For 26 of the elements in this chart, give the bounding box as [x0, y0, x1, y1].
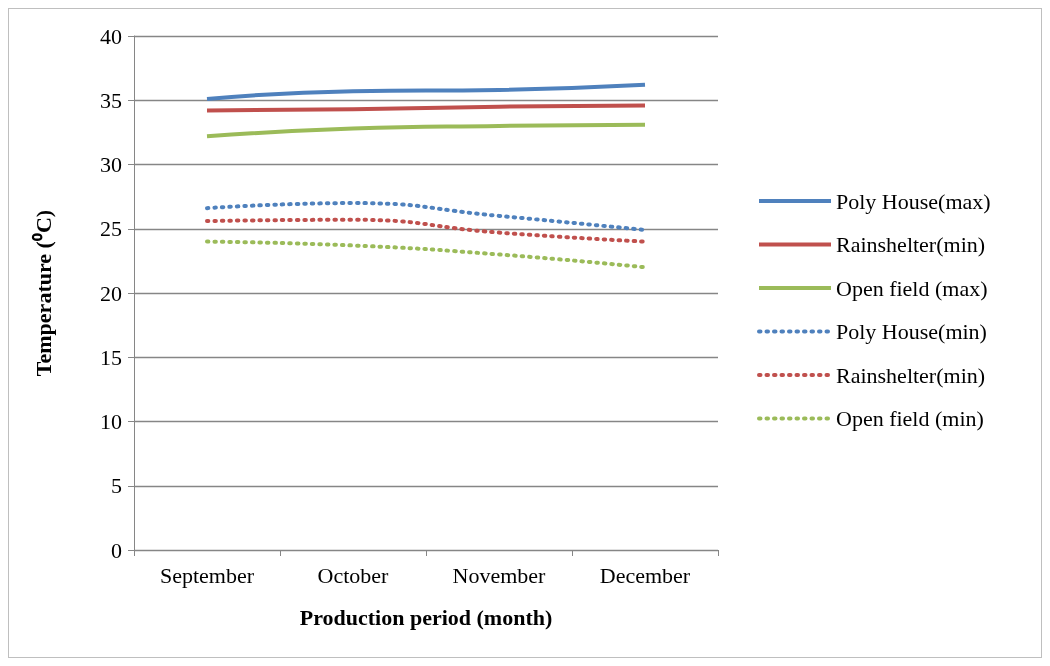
legend-label: Rainshelter(min)	[836, 362, 986, 388]
y-axis-title: Temperature (⁰C)	[30, 209, 56, 377]
y-tick-label: 20	[100, 280, 122, 306]
y-tick-label: 40	[100, 23, 122, 49]
x-tick-label: September	[159, 562, 255, 588]
y-tick-label: 0	[111, 537, 122, 563]
y-tick-label: 35	[100, 87, 122, 113]
legend-label: Rainshelter(min)	[836, 232, 986, 257]
line-series	[205, 201, 647, 233]
y-tick-label: 25	[100, 216, 122, 242]
x-tick-label: October	[317, 562, 390, 588]
x-tick-label: November	[452, 562, 547, 588]
x-tick-label: December	[599, 562, 691, 588]
line-series	[205, 122, 647, 139]
y-tick-label: 5	[111, 473, 122, 499]
line-series	[205, 217, 647, 244]
legend-label: Open field (min)	[836, 406, 984, 431]
y-tick-label: 30	[100, 152, 122, 177]
x-axis-title: Production period (month)	[299, 604, 553, 630]
line-series	[205, 239, 647, 270]
legend-label: Poly House(max)	[836, 188, 991, 214]
y-tick-label: 15	[100, 344, 122, 370]
line-series	[205, 82, 647, 101]
y-tick-label: 10	[100, 409, 122, 434]
legend-label: Poly House(min)	[836, 319, 987, 344]
legend-label: Open field (max)	[836, 275, 988, 301]
